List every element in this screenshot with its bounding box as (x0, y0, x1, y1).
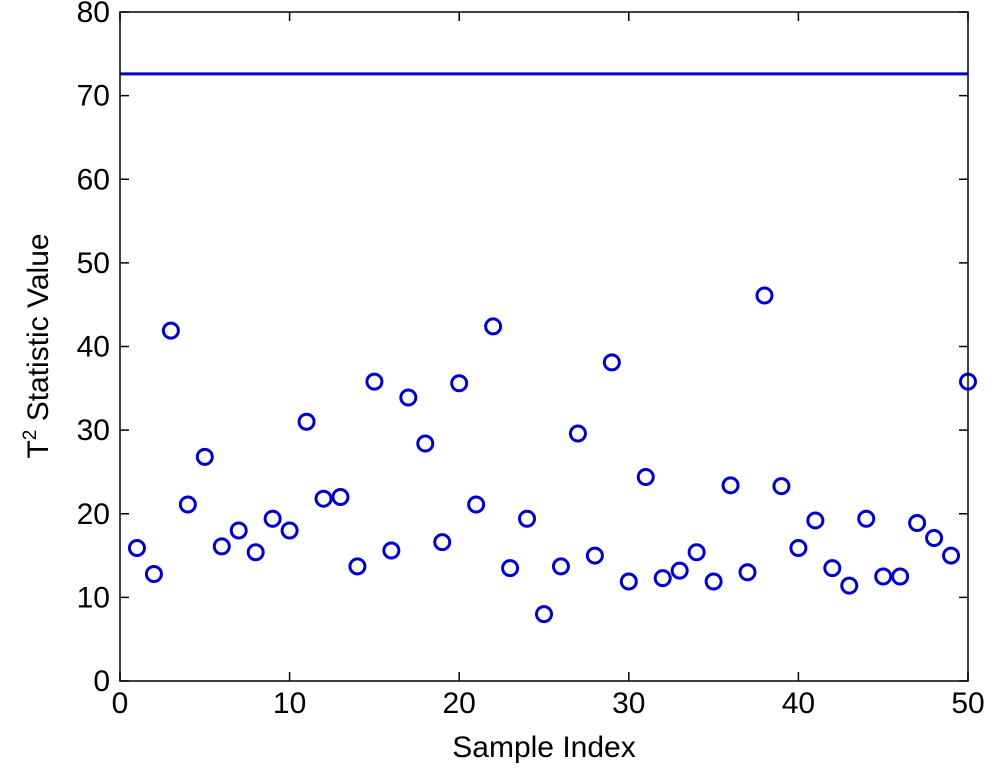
data-point (823, 559, 842, 578)
y-tick-label: 40 (77, 331, 110, 364)
data-point (653, 569, 672, 588)
data-point (789, 539, 808, 558)
data-point (806, 511, 825, 530)
y-axis-label-rest: Statistic Value (22, 233, 55, 429)
data-point (619, 572, 638, 591)
y-tick-label: 50 (77, 247, 110, 280)
data-point (212, 537, 231, 556)
y-axis-label-base: T (22, 440, 55, 458)
data-point (467, 495, 486, 514)
data-point (161, 321, 180, 340)
data-point (348, 557, 367, 576)
data-point (195, 447, 214, 466)
data-point (721, 476, 740, 495)
data-point (280, 521, 299, 540)
data-point (450, 374, 469, 393)
data-point (535, 605, 553, 624)
data-point (314, 489, 333, 508)
y-axis-label: T2 Statistic Value (20, 233, 55, 458)
data-point (551, 557, 570, 576)
y-tick-label: 80 (77, 0, 110, 29)
data-point (144, 564, 163, 583)
data-point (687, 543, 706, 562)
data-point (246, 543, 265, 562)
plot-frame (119, 11, 969, 682)
data-point (484, 317, 503, 336)
data-point (331, 488, 350, 507)
data-point (568, 424, 587, 443)
data-point (840, 576, 859, 595)
data-point (297, 412, 316, 431)
data-point (908, 513, 927, 532)
x-tick-label: 30 (612, 687, 645, 720)
y-tick-label: 70 (77, 80, 110, 113)
y-tick-label: 30 (77, 414, 110, 447)
data-point (738, 563, 757, 582)
data-point (891, 567, 910, 586)
y-tick-label: 20 (77, 498, 110, 531)
data-point (602, 353, 621, 372)
x-axis-label: Sample Index (452, 731, 635, 764)
y-tick-label: 10 (77, 581, 110, 614)
data-point (857, 509, 876, 528)
data-point (704, 572, 723, 591)
y-axis-label-superscript: 2 (20, 430, 41, 441)
data-point (433, 533, 452, 552)
data-point (772, 477, 791, 496)
data-point (365, 372, 384, 391)
data-point (382, 541, 401, 560)
x-tick-label: 50 (951, 687, 984, 720)
x-tick-label: 40 (782, 687, 815, 720)
x-tick-label: 0 (112, 687, 129, 720)
data-point (942, 546, 961, 565)
x-tick-label: 10 (273, 687, 306, 720)
data-point (755, 286, 774, 305)
data-point (263, 509, 282, 528)
plot-marks (120, 72, 977, 624)
y-tick-label: 0 (93, 665, 110, 698)
data-point (670, 561, 689, 580)
data-point (585, 546, 604, 565)
data-point (636, 467, 655, 486)
y-tick-label: 60 (77, 163, 110, 196)
data-point (178, 495, 197, 514)
data-point (399, 388, 418, 407)
data-point (501, 559, 520, 578)
data-point (229, 521, 248, 540)
data-point (518, 509, 537, 528)
data-point (874, 567, 893, 586)
data-point (416, 434, 435, 453)
axis-ticks: 0 10 20 30 40 50 0 10 20 30 40 50 60 70 80 (77, 0, 985, 720)
data-point (127, 539, 146, 558)
x-tick-label: 20 (443, 687, 476, 720)
data-point (925, 529, 944, 548)
